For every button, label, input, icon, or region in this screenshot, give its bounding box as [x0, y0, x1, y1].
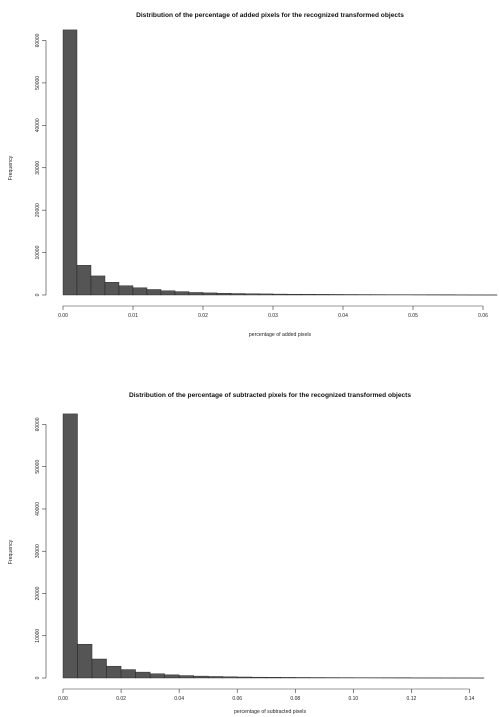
chart-title: Distribution of the percentage of added …	[136, 12, 404, 19]
histogram-bar	[160, 290, 176, 296]
histogram-bar	[104, 282, 120, 296]
y-tick-label: 20000	[35, 203, 41, 217]
y-tick-label: 50000	[35, 76, 41, 90]
chart-title: Distribution of the percentage of subtra…	[129, 392, 411, 399]
histogram-added-pixels-svg: Distribution of the percentage of added …	[8, 12, 498, 338]
histogram-bar	[174, 291, 190, 296]
histogram-bar	[62, 413, 78, 679]
x-tick-label: 0.10	[348, 696, 358, 702]
y-tick-label: 40000	[35, 118, 41, 132]
histogram-bar	[272, 293, 288, 296]
histogram-bar	[164, 674, 180, 679]
x-axis-label: percentage of added pixels	[249, 332, 312, 338]
y-tick-label: 40000	[35, 502, 41, 516]
histogram-bar	[120, 669, 136, 679]
bars	[62, 29, 498, 296]
bars	[62, 413, 485, 679]
histogram-bar	[286, 293, 302, 296]
histogram-bar	[91, 658, 107, 679]
axes: 0 10000 20000 30000 40000 50000 60000 0.00 0.02 0…	[35, 417, 475, 702]
histogram-bar	[230, 293, 246, 296]
histogram-bar	[300, 294, 316, 296]
histogram-bar	[314, 294, 330, 296]
x-tick-label: 0.12	[407, 696, 417, 702]
histogram-bar	[295, 677, 310, 679]
y-tick-label: 0	[35, 676, 41, 679]
histogram-bar	[251, 676, 267, 679]
y-tick-label: 30000	[35, 544, 41, 558]
histogram-bar	[132, 287, 148, 296]
histogram-bar	[202, 292, 218, 296]
x-tick-label: 0.06	[232, 696, 242, 702]
histogram-subtracted-pixels: Distribution of the percentage of subtra…	[0, 372, 499, 717]
histogram-bar	[178, 675, 194, 679]
y-tick-label: 10000	[35, 629, 41, 643]
x-tick-label: 0.03	[268, 313, 278, 319]
y-tick-label: 30000	[35, 161, 41, 175]
histogram-bar	[118, 285, 134, 296]
x-tick-label: 0.05	[408, 313, 418, 319]
y-tick-label: 20000	[35, 586, 41, 600]
x-tick-label: 0.00	[58, 696, 68, 702]
histogram-bar	[266, 677, 281, 679]
x-tick-label: 0.04	[174, 696, 184, 702]
histogram-bar	[76, 265, 92, 296]
x-tick-label: 0.04	[338, 313, 348, 319]
histogram-bar	[244, 293, 260, 296]
histogram-bar	[106, 665, 122, 679]
histogram-bar	[258, 293, 274, 296]
axes: 0 10000 20000 30000 40000 50000 60000 0.00 0.01 0…	[35, 33, 488, 319]
x-tick-label: 0.02	[198, 313, 208, 319]
histogram-bar	[207, 676, 223, 679]
histogram-bar	[149, 673, 165, 679]
x-axis-label: percentage of subtracted pixels	[234, 709, 306, 715]
histogram-added-pixels: Distribution of the percentage of added …	[0, 0, 499, 345]
histogram-bar	[193, 675, 209, 679]
histogram-bar	[328, 294, 344, 296]
y-axis-label: Frequency	[8, 155, 14, 180]
y-axis-label: Frequency	[8, 539, 14, 564]
histogram-bar	[280, 677, 296, 679]
histogram-bar	[77, 643, 93, 679]
histogram-bar	[146, 289, 162, 296]
histogram-bar	[188, 292, 204, 296]
y-tick-label: 50000	[35, 460, 41, 474]
histogram-bar	[135, 671, 151, 679]
y-tick-label: 0	[35, 293, 41, 296]
y-tick-label: 60000	[35, 417, 41, 431]
x-tick-label: 0.14	[465, 696, 475, 702]
x-tick-label: 0.00	[58, 313, 68, 319]
histogram-bar	[222, 676, 238, 679]
x-tick-label: 0.02	[116, 696, 126, 702]
histogram-bar	[62, 29, 78, 296]
x-tick-label: 0.06	[478, 313, 488, 319]
x-tick-label: 0.08	[290, 696, 300, 702]
histogram-bar	[237, 676, 252, 679]
histogram-bar	[90, 275, 106, 296]
x-tick-label: 0.01	[128, 313, 138, 319]
histogram-bar	[216, 293, 232, 296]
histogram-subtracted-pixels-svg: Distribution of the percentage of subtra…	[8, 392, 485, 715]
y-tick-label: 60000	[35, 33, 41, 47]
y-tick-label: 10000	[35, 245, 41, 259]
